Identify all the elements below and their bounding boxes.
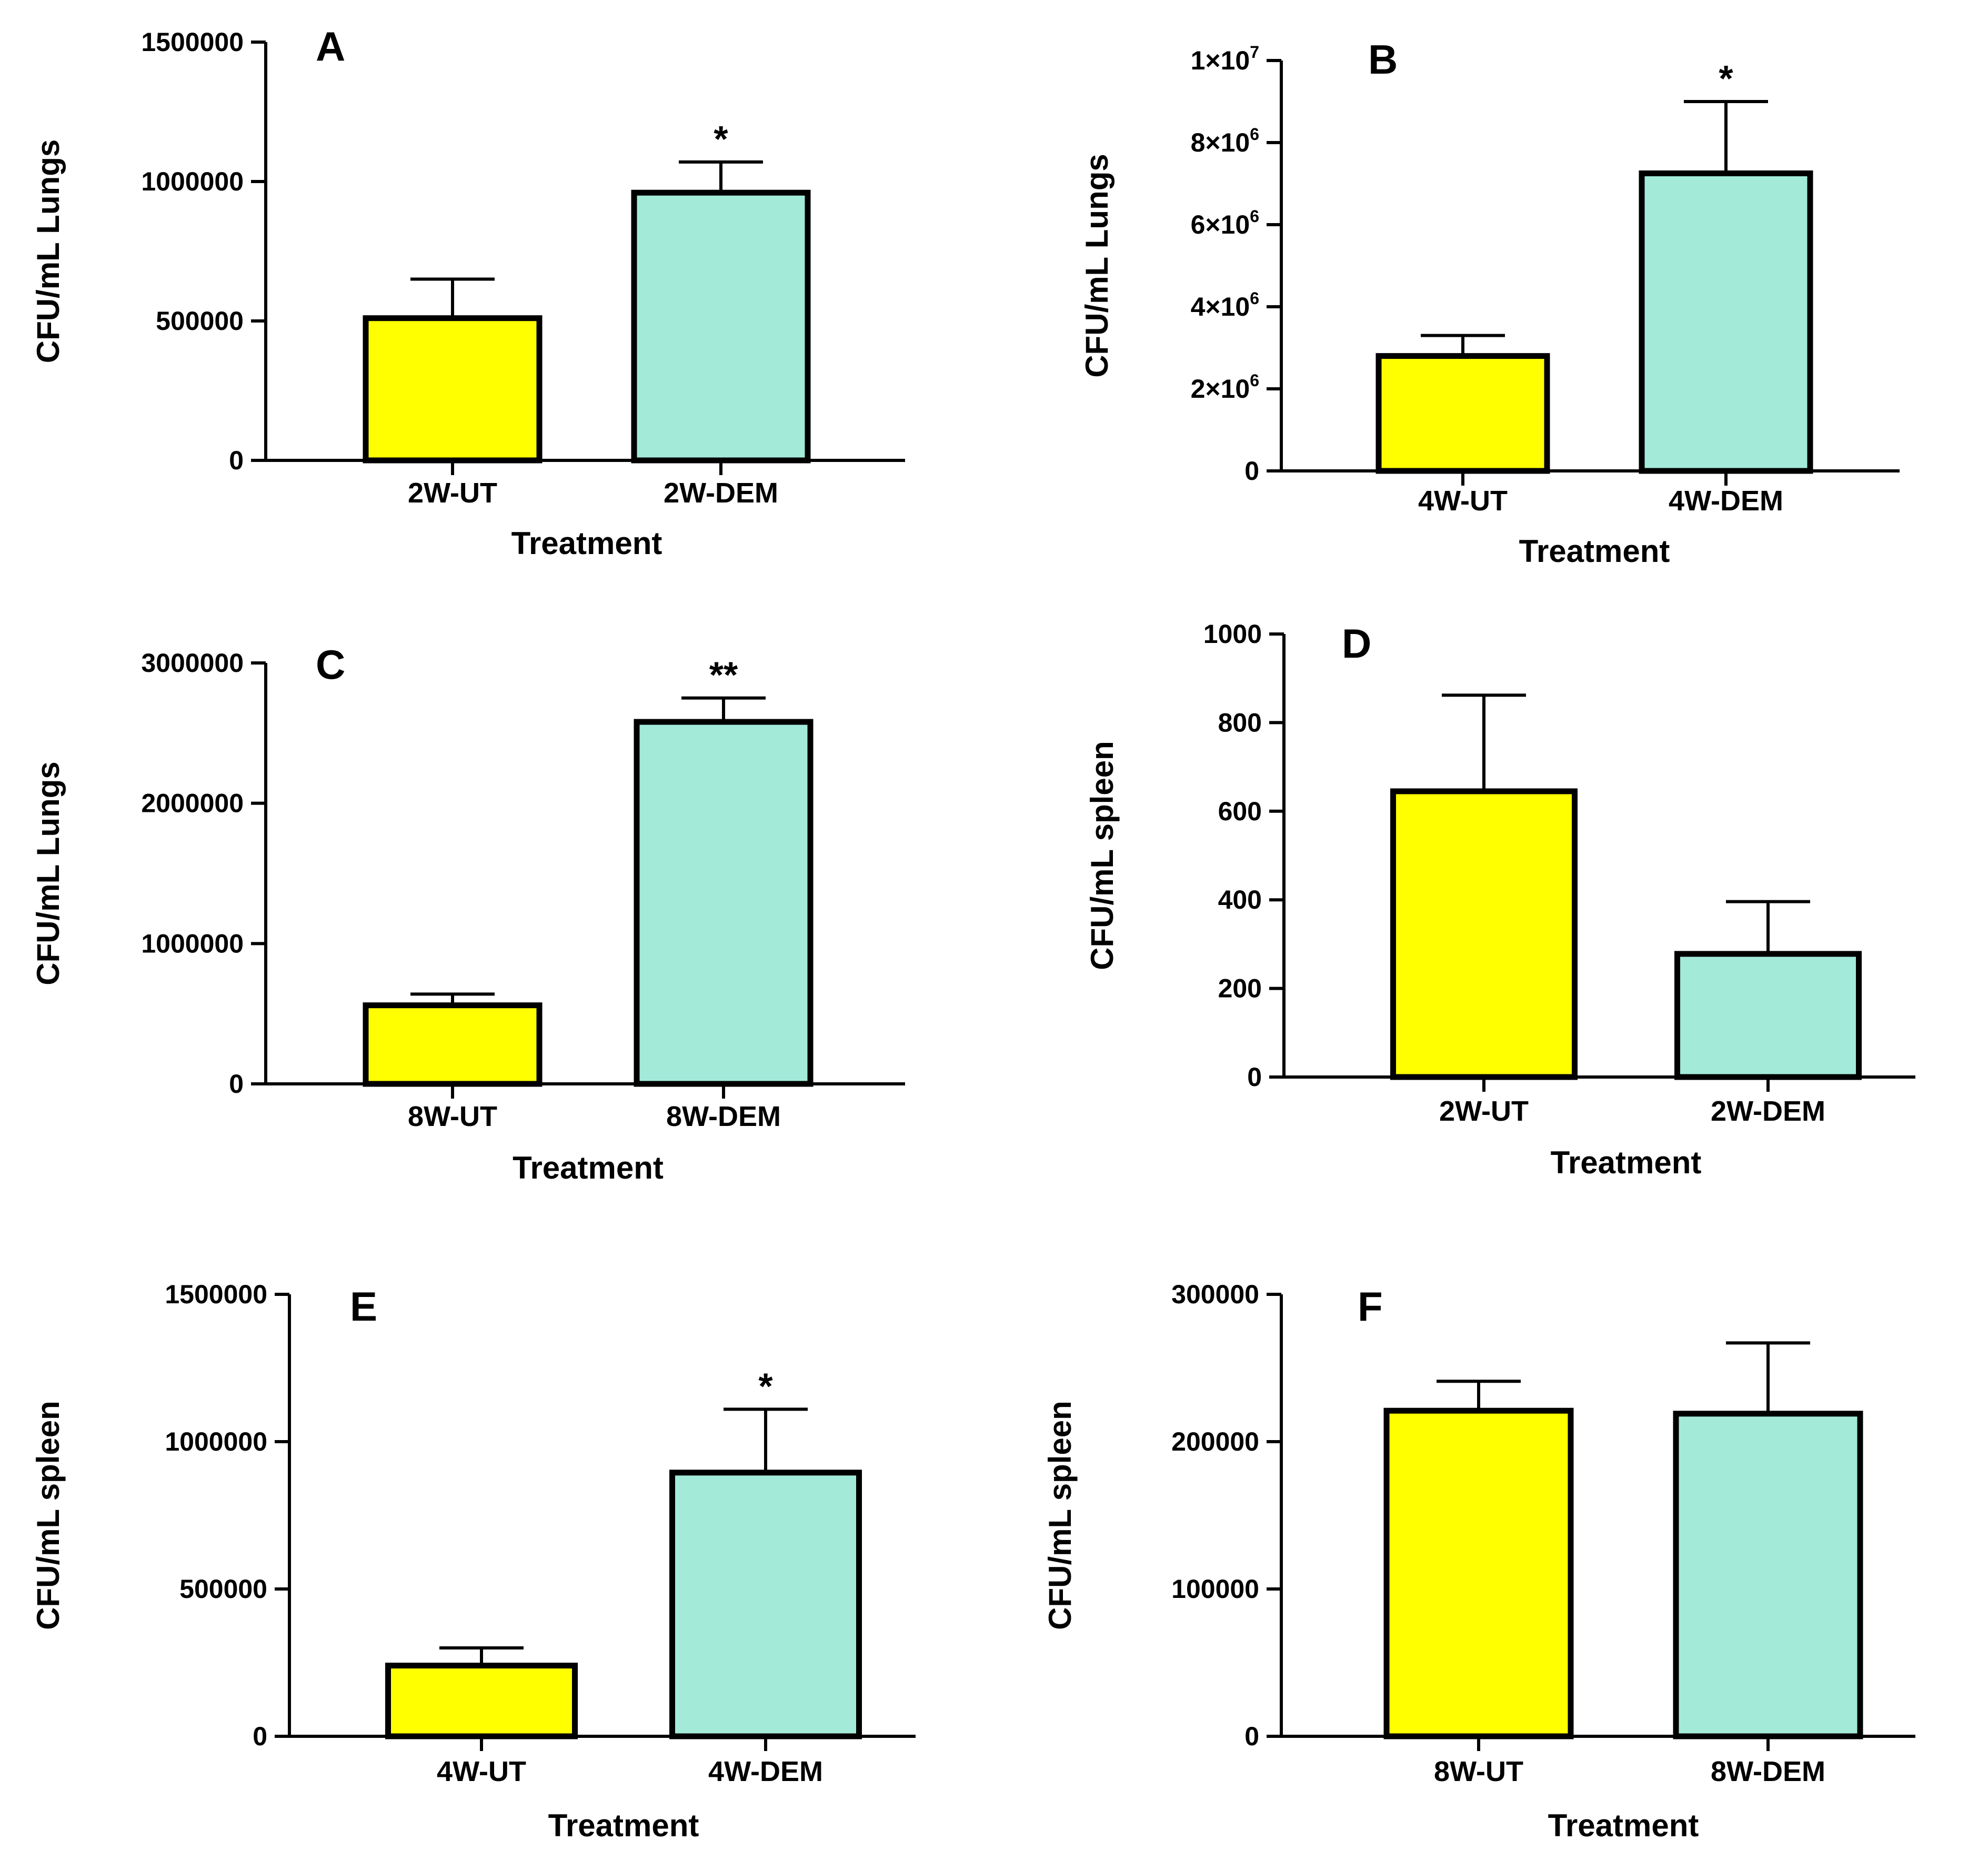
y-tick-label: 2000000 — [141, 789, 244, 818]
panel-label: E — [350, 1283, 377, 1330]
y-tick-label: 300000 — [1171, 1280, 1259, 1309]
bar-8w-ut — [1383, 1407, 1574, 1739]
x-tick-label: 2W-UT — [1439, 1095, 1529, 1127]
panel-label: F — [1358, 1283, 1383, 1330]
x-axis-title: Treatment — [1551, 1145, 1702, 1180]
y-tick-label: 0 — [229, 1069, 244, 1099]
significance-marker: * — [714, 118, 728, 159]
y-tick-label: 1500000 — [165, 1280, 267, 1309]
x-tick-label: 8W-DEM — [666, 1101, 781, 1132]
chart-panel-c: C 0 1000000 2000000 3000000 8W-UT 8W-DEM ** Trea… — [31, 641, 905, 1185]
bar-2w-dem — [631, 189, 811, 464]
x-axis-title: Treatment — [1548, 1808, 1699, 1843]
bar-2w-ut — [1390, 788, 1578, 1080]
chart-panel-b: B 0 2×106 4×106 6×106 8×106 1×107 4W-UT 4W-DEM * T… — [1079, 36, 1900, 569]
bar-4w-ut — [385, 1663, 578, 1739]
y-tick-label: 6×106 — [1191, 207, 1259, 239]
panel-label: C — [316, 641, 345, 688]
panel-label: D — [1342, 620, 1371, 667]
bar-8w-dem — [634, 719, 814, 1087]
x-tick-label: 2W-DEM — [1711, 1095, 1825, 1127]
bar-8w-ut — [363, 1002, 543, 1087]
y-tick-label: 1000 — [1203, 619, 1262, 649]
y-tick-label: 4×106 — [1191, 289, 1259, 321]
y-tick-label: 600 — [1218, 797, 1262, 826]
x-axis-title: Treatment — [511, 526, 662, 561]
y-axis-title: CFU/mL Lungs — [31, 139, 66, 364]
y-tick-label: 0 — [253, 1722, 267, 1751]
bar-2w-dem — [1674, 951, 1862, 1080]
y-tick-label: 500000 — [156, 306, 244, 336]
x-axis-title: Treatment — [513, 1150, 664, 1185]
y-tick-label: 3000000 — [141, 648, 244, 678]
y-tick-label: 1×107 — [1191, 43, 1259, 75]
y-axis-title: CFU/mL spleen — [1042, 1401, 1078, 1630]
y-axis-title: CFU/mL Lungs — [31, 761, 66, 985]
x-tick-label: 2W-DEM — [664, 477, 778, 509]
bar-8w-dem — [1673, 1411, 1863, 1739]
x-tick-label: 2W-UT — [408, 477, 497, 509]
bar-4w-dem — [669, 1470, 862, 1739]
chart-panel-d: D 0 200 400 600 800 1000 2W-UT 2W-DEM Treatment CF… — [1085, 619, 1915, 1180]
x-tick-label: 4W-UT — [1418, 485, 1508, 517]
y-tick-label: 1000000 — [141, 167, 244, 196]
y-tick-label: 800 — [1218, 708, 1262, 737]
chart-panel-a: A 0 500000 1000000 1500000 2W-UT 2W-DEM * Treatm… — [31, 23, 905, 561]
y-tick-label: 200000 — [1171, 1427, 1259, 1456]
x-tick-label: 4W-DEM — [1669, 485, 1783, 517]
chart-panel-f: F 0 100000 200000 300000 8W-UT 8W-DEM Treatment… — [1042, 1280, 1915, 1843]
y-tick-label: 2×106 — [1191, 371, 1259, 404]
x-axis-title: Treatment — [1519, 534, 1670, 569]
bar-4w-dem — [1639, 170, 1813, 474]
x-axis-title: Treatment — [548, 1808, 699, 1843]
y-tick-label: 1500000 — [141, 27, 244, 57]
panel-label: B — [1368, 36, 1398, 83]
y-tick-label: 400 — [1218, 885, 1262, 914]
x-tick-label: 8W-UT — [408, 1101, 497, 1132]
x-tick-label: 8W-DEM — [1711, 1756, 1825, 1787]
x-tick-label: 8W-UT — [1434, 1756, 1523, 1787]
y-tick-label: 200 — [1218, 974, 1262, 1003]
panel-label: A — [316, 23, 345, 69]
y-tick-label: 0 — [1244, 1722, 1259, 1751]
y-tick-label: 500000 — [179, 1574, 267, 1604]
y-tick-label: 1000000 — [165, 1427, 267, 1456]
y-tick-label: 1000000 — [141, 929, 244, 958]
bar-4w-ut — [1375, 353, 1550, 474]
significance-marker: * — [758, 1365, 773, 1406]
y-tick-label: 100000 — [1171, 1574, 1259, 1604]
y-axis-title: CFU/mL spleen — [1085, 741, 1120, 970]
x-tick-label: 4W-DEM — [708, 1756, 823, 1787]
significance-marker: * — [1719, 58, 1733, 99]
chart-panel-e: E 0 500000 1000000 1500000 4W-UT 4W-DEM * Treatm… — [31, 1280, 916, 1843]
x-tick-label: 4W-UT — [437, 1756, 526, 1787]
significance-marker: ** — [709, 655, 738, 696]
y-tick-label: 0 — [1247, 1062, 1262, 1092]
y-axis-title: CFU/mL spleen — [31, 1401, 66, 1630]
y-tick-label: 0 — [1244, 456, 1259, 486]
y-axis-title: CFU/mL Lungs — [1079, 154, 1115, 378]
y-tick-label: 0 — [229, 446, 244, 475]
y-tick-label: 8×106 — [1191, 125, 1259, 157]
bar-2w-ut — [363, 315, 543, 464]
